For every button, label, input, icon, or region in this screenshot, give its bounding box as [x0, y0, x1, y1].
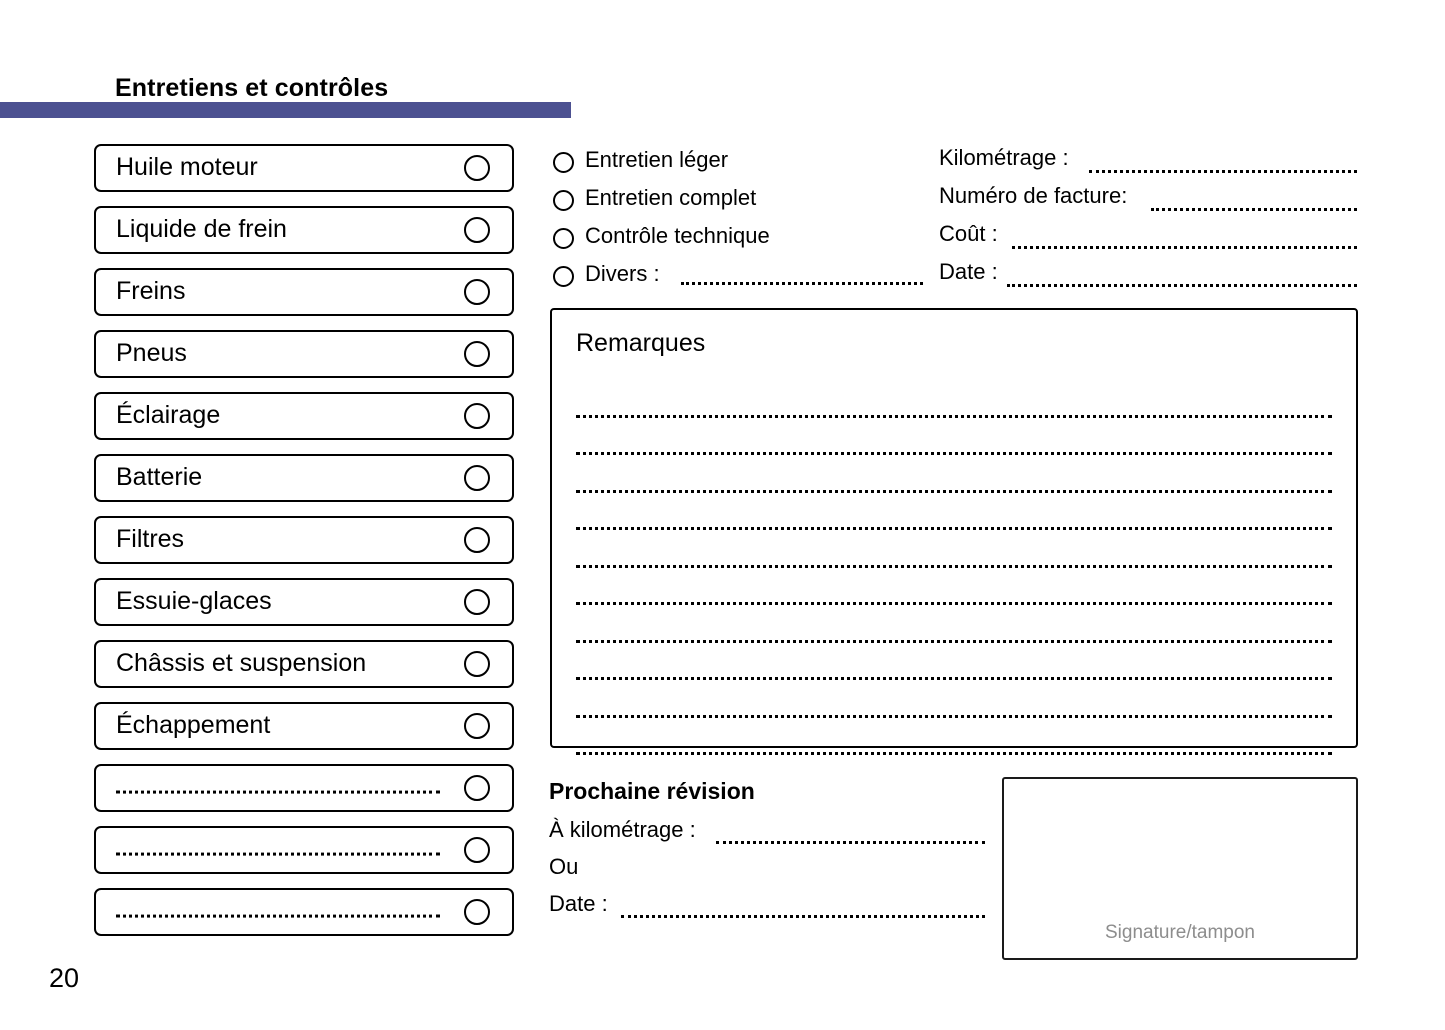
- checklist-item-label: Liquide de frein: [116, 215, 287, 243]
- checklist-check-circle-icon[interactable]: [464, 651, 490, 677]
- next-service-mileage-row[interactable]: À kilométrage :: [549, 817, 985, 854]
- remarks-line[interactable]: [576, 493, 1332, 530]
- invoice-number-field-row[interactable]: Numéro de facture:: [939, 183, 1357, 221]
- service-type-label: Contrôle technique: [585, 223, 770, 248]
- checklist-custom-fill-line[interactable]: [116, 849, 440, 856]
- next-service-or-label: Ou: [549, 854, 579, 879]
- mileage-fill-line[interactable]: [1089, 170, 1357, 173]
- checklist-item-label: Échappement: [116, 711, 271, 739]
- remarks-line[interactable]: [576, 380, 1332, 418]
- checklist-check-circle-icon[interactable]: [464, 465, 490, 491]
- invoice-number-fill-line[interactable]: [1151, 208, 1357, 211]
- service-type-label: Entretien léger: [585, 147, 729, 172]
- checklist-row[interactable]: [94, 764, 514, 812]
- service-type-option[interactable]: Divers :: [553, 259, 923, 297]
- service-type-label: Entretien complet: [585, 185, 757, 210]
- mileage-label: Kilométrage :: [939, 145, 1069, 170]
- checklist-check-circle-icon[interactable]: [464, 279, 490, 305]
- page-title: Entretiens et contrôles: [115, 74, 389, 102]
- signature-caption: Signature/tampon: [1105, 922, 1255, 943]
- checklist-item-label: Châssis et suspension: [116, 649, 367, 677]
- remarks-line[interactable]: [576, 718, 1332, 755]
- next-service-section: Prochaine révision À kilométrage : Ou Da…: [549, 778, 985, 928]
- remarks-line[interactable]: [576, 643, 1332, 680]
- checklist-item-label: Freins: [116, 277, 186, 305]
- cost-field-row[interactable]: Coût :: [939, 221, 1357, 259]
- next-service-mileage-label: À kilométrage :: [549, 817, 696, 842]
- radio-circle-icon[interactable]: [553, 152, 574, 173]
- checklist-item-label: Éclairage: [116, 401, 221, 429]
- radio-circle-icon[interactable]: [553, 266, 574, 287]
- checklist-item-label: Pneus: [116, 339, 187, 367]
- checklist-row[interactable]: Éclairage: [94, 392, 514, 440]
- checklist-check-circle-icon[interactable]: [464, 899, 490, 925]
- service-type-option[interactable]: Contrôle technique: [553, 221, 923, 259]
- checklist-custom-fill-line[interactable]: [116, 911, 440, 918]
- service-type-option[interactable]: Entretien léger: [553, 145, 923, 183]
- checklist-check-circle-icon[interactable]: [464, 341, 490, 367]
- remarks-line[interactable]: [576, 680, 1332, 718]
- checklist-row[interactable]: Batterie: [94, 454, 514, 502]
- checklist-check-circle-icon[interactable]: [464, 589, 490, 615]
- checklist-row[interactable]: Pneus: [94, 330, 514, 378]
- date-field-row[interactable]: Date :: [939, 259, 1357, 297]
- next-service-or-row: Ou: [549, 854, 985, 891]
- next-service-date-fill-line[interactable]: [621, 915, 985, 918]
- checklist-row[interactable]: Liquide de frein: [94, 206, 514, 254]
- service-type-label: Divers :: [585, 261, 660, 286]
- next-service-title: Prochaine révision: [549, 778, 755, 804]
- date-fill-line[interactable]: [1007, 284, 1357, 287]
- checklist-check-circle-icon[interactable]: [464, 527, 490, 553]
- remarks-write-lines: [576, 380, 1332, 755]
- checklist-row[interactable]: [94, 888, 514, 936]
- checklist-custom-fill-line[interactable]: [116, 787, 440, 794]
- checklist-check-circle-icon[interactable]: [464, 775, 490, 801]
- service-type-options: Entretien léger Entretien complet Contrôle…: [553, 145, 923, 297]
- remarks-box[interactable]: Remarques: [550, 308, 1358, 755]
- checklist-check-circle-icon[interactable]: [464, 837, 490, 863]
- checklist-row[interactable]: [94, 826, 514, 874]
- checklist-item-label: Batterie: [116, 463, 203, 491]
- remarks-line[interactable]: [576, 605, 1332, 643]
- remarks-line[interactable]: [576, 418, 1332, 455]
- radio-circle-icon[interactable]: [553, 190, 574, 211]
- remarks-line[interactable]: [576, 568, 1332, 605]
- inspection-checklist: Huile moteur Liquide de frein Freins Pneus É…: [94, 144, 514, 950]
- checklist-row[interactable]: Échappement: [94, 702, 514, 750]
- service-type-fill-line[interactable]: [681, 282, 923, 285]
- mileage-field-row[interactable]: Kilométrage :: [939, 145, 1357, 183]
- cost-fill-line[interactable]: [1012, 246, 1357, 249]
- remarks-line[interactable]: [576, 530, 1332, 568]
- next-service-mileage-fill-line[interactable]: [716, 841, 985, 844]
- radio-circle-icon[interactable]: [553, 228, 574, 249]
- checklist-row[interactable]: Huile moteur: [94, 144, 514, 192]
- header-accent-rule: [0, 102, 571, 118]
- checklist-row[interactable]: Freins: [94, 268, 514, 316]
- date-label: Date :: [939, 259, 998, 284]
- checklist-item-label: Essuie-glaces: [116, 587, 272, 615]
- checklist-row[interactable]: Filtres: [94, 516, 514, 564]
- checklist-check-circle-icon[interactable]: [464, 155, 490, 181]
- checklist-check-circle-icon[interactable]: [464, 403, 490, 429]
- next-service-date-label: Date :: [549, 891, 608, 916]
- invoice-number-label: Numéro de facture:: [939, 183, 1128, 208]
- remarks-title: Remarques: [576, 329, 706, 357]
- signature-stamp-box[interactable]: Signature/tampon: [1002, 777, 1358, 960]
- remarks-line[interactable]: [576, 455, 1332, 493]
- invoice-fields: Kilométrage : Numéro de facture: Coût : Dat…: [939, 145, 1357, 297]
- checklist-check-circle-icon[interactable]: [464, 217, 490, 243]
- checklist-item-label: Filtres: [116, 525, 185, 553]
- checklist-check-circle-icon[interactable]: [464, 713, 490, 739]
- service-type-option[interactable]: Entretien complet: [553, 183, 923, 221]
- checklist-item-label: Huile moteur: [116, 153, 258, 181]
- cost-label: Coût :: [939, 221, 998, 246]
- page-number: 20: [49, 963, 80, 993]
- checklist-row[interactable]: Essuie-glaces: [94, 578, 514, 626]
- checklist-row[interactable]: Châssis et suspension: [94, 640, 514, 688]
- next-service-date-row[interactable]: Date :: [549, 891, 985, 928]
